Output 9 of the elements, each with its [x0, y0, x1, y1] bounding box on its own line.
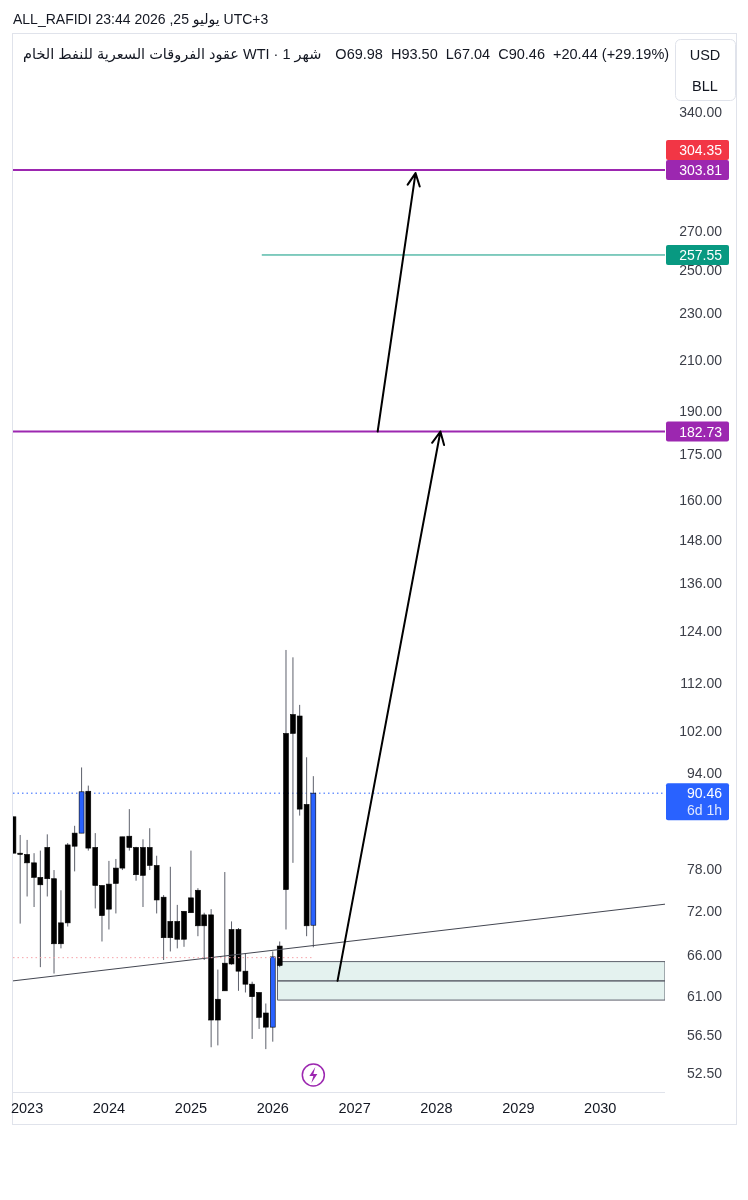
title: عقود الفروقات السعرية للنفط الخام WTI · 1 شهر — [23, 46, 322, 62]
ylabel: USD — [689, 47, 721, 63]
annotation: O69.98 H93.50 L67.04 C90.46 +20.44 (+29.19%) — [335, 46, 670, 62]
ylabel: BLL — [692, 78, 718, 94]
ref-line-label: 90.46 6d 1h — [686, 785, 723, 819]
ref-line-label: 303.81 — [679, 162, 723, 179]
ref-line-label: 182.73 — [679, 423, 723, 440]
data-label: 257.55 — [679, 246, 723, 263]
subtitle: ALL_RAFIDI يوليو 25, 2026 23:44 UTC+3 — [13, 11, 269, 27]
